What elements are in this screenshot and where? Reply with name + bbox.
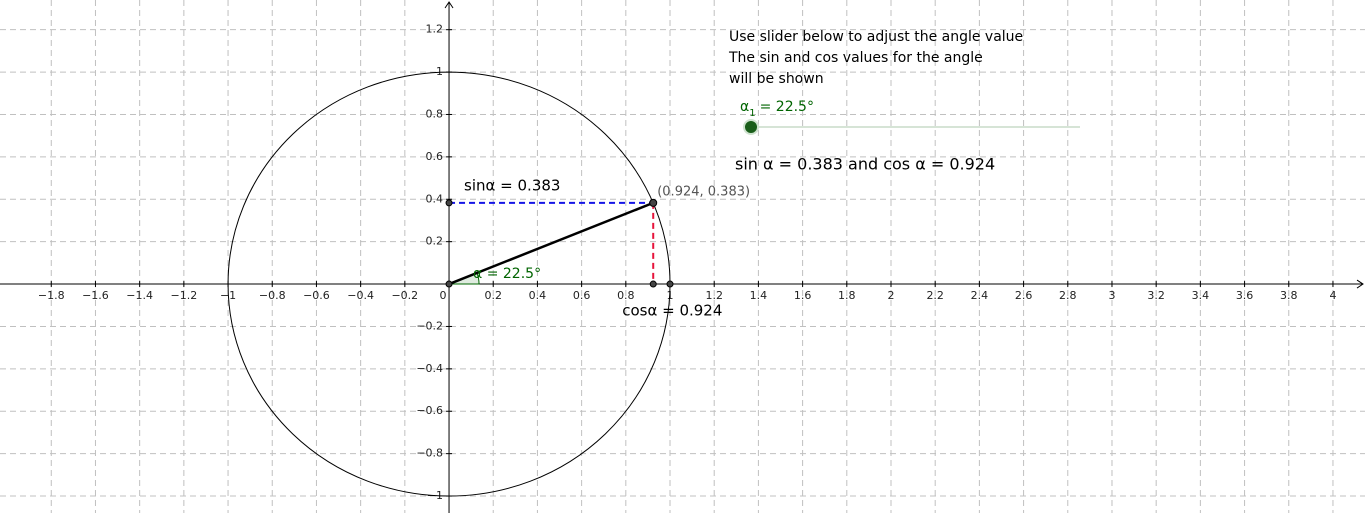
y-tick-label: 1 <box>436 65 443 78</box>
x-tick-label: 1.8 <box>838 289 856 302</box>
y-tick-label: 0.6 <box>426 150 444 163</box>
y-tick-label: 1.2 <box>426 23 444 36</box>
x-tick-label: 3 <box>1108 289 1115 302</box>
angle-label: α = 22.5° <box>473 266 541 282</box>
slider-value: = 22.5° <box>760 99 814 115</box>
x-tick-label: 1.4 <box>750 289 768 302</box>
x-tick-label: 1.6 <box>794 289 812 302</box>
slider-subscript: 1 <box>749 108 755 119</box>
x-tick-label: −1.4 <box>126 289 153 302</box>
x-tick-label: −0.8 <box>259 289 286 302</box>
x-tick-label: 0.2 <box>484 289 502 302</box>
x-tick-label: 3.6 <box>1236 289 1254 302</box>
slider-name: α <box>740 99 749 115</box>
point <box>649 280 657 288</box>
x-tick-label: 2.2 <box>926 289 944 302</box>
x-tick-label: −0.4 <box>347 289 374 302</box>
slider-knob[interactable] <box>743 119 759 135</box>
instruction-line: The sin and cos values for the angle <box>728 50 983 66</box>
x-tick-label: 0.4 <box>529 289 547 302</box>
y-tick-label: −0.4 <box>416 362 443 375</box>
instruction-line: will be shown <box>729 71 824 87</box>
y-tick-label: −0.6 <box>416 404 443 417</box>
y-axis-arrow <box>444 1 454 9</box>
x-tick-label: −1.6 <box>82 289 109 302</box>
x-tick-label: −0.2 <box>391 289 418 302</box>
slider-label: α1 = 22.5° <box>740 99 814 119</box>
point <box>649 198 658 207</box>
result-text: sin α = 0.383 and cos α = 0.924 <box>735 155 995 174</box>
point <box>445 280 453 288</box>
x-tick-label: 3.4 <box>1192 289 1210 302</box>
x-tick-label: 3.2 <box>1147 289 1165 302</box>
x-tick-label: 3.8 <box>1280 289 1298 302</box>
x-tick-label: 2.4 <box>971 289 989 302</box>
y-tick-label: 0.8 <box>426 107 444 120</box>
sin-label: sinα = 0.383 <box>464 176 560 194</box>
x-tick-label: 2.6 <box>1015 289 1033 302</box>
x-tick-label: 1.2 <box>705 289 723 302</box>
x-tick-label: −0.6 <box>303 289 330 302</box>
x-tick-label: 2.8 <box>1059 289 1077 302</box>
x-tick-label: 4 <box>1329 289 1336 302</box>
y-tick-label: 0.4 <box>426 192 444 205</box>
x-tick-label: 0 <box>440 289 447 302</box>
instruction-line: Use slider below to adjust the angle val… <box>729 29 1023 45</box>
x-tick-label: 2 <box>887 289 894 302</box>
x-tick-label: 0.6 <box>573 289 591 302</box>
point-label: (0.924, 0.383) <box>657 184 750 199</box>
x-tick-label: −1.8 <box>38 289 65 302</box>
construction: (0.924, 0.383) α = 22.5° sinα = 0.383 cosα … <box>227 71 750 497</box>
point <box>445 199 453 207</box>
x-tick-label: 0.8 <box>617 289 635 302</box>
y-tick-label: −0.8 <box>416 447 443 460</box>
radius <box>448 201 654 286</box>
x-tick-label: −1.2 <box>170 289 197 302</box>
y-tick-label: −0.2 <box>416 319 443 332</box>
y-tick-label: 0.2 <box>426 235 444 248</box>
cos-label: cosα = 0.924 <box>622 302 722 320</box>
point <box>666 280 674 288</box>
x-axis-arrow <box>1356 279 1364 289</box>
